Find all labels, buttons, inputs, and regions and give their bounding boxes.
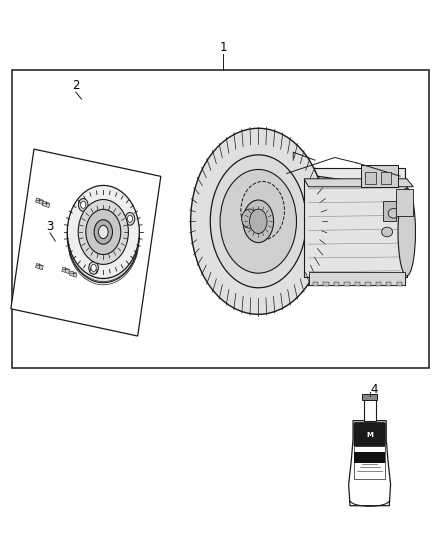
Ellipse shape — [243, 200, 274, 243]
Bar — [334, 282, 339, 286]
Bar — [12, 70, 428, 368]
Bar — [376, 282, 381, 286]
Text: 4: 4 — [370, 383, 378, 397]
Bar — [396, 189, 413, 216]
Bar — [365, 282, 371, 286]
Ellipse shape — [67, 185, 139, 278]
Ellipse shape — [241, 181, 285, 240]
FancyBboxPatch shape — [354, 422, 385, 447]
Ellipse shape — [94, 220, 113, 244]
Bar — [361, 165, 398, 187]
Bar — [69, 271, 77, 277]
Bar — [323, 282, 328, 286]
Ellipse shape — [89, 262, 99, 274]
Bar — [62, 267, 70, 273]
Text: 2: 2 — [72, 79, 80, 92]
Ellipse shape — [220, 169, 297, 273]
Ellipse shape — [81, 201, 86, 208]
Bar — [344, 282, 350, 286]
Bar — [362, 394, 378, 400]
Bar — [354, 446, 385, 479]
Bar — [35, 263, 43, 270]
Circle shape — [242, 209, 258, 228]
Ellipse shape — [388, 208, 399, 218]
Polygon shape — [304, 179, 413, 187]
Text: 1: 1 — [219, 41, 227, 54]
Ellipse shape — [210, 155, 306, 288]
Bar — [381, 172, 392, 184]
Bar — [354, 451, 385, 463]
Bar — [261, 168, 405, 285]
Bar — [365, 172, 376, 184]
Ellipse shape — [78, 198, 88, 211]
Polygon shape — [349, 421, 391, 506]
Bar — [42, 201, 50, 207]
Text: 3: 3 — [46, 220, 54, 233]
Bar — [304, 179, 407, 277]
Bar — [313, 282, 318, 286]
Bar — [397, 282, 402, 286]
Ellipse shape — [91, 264, 96, 271]
Bar — [383, 201, 396, 221]
Ellipse shape — [86, 209, 121, 255]
Bar — [386, 282, 392, 286]
Bar — [364, 399, 376, 421]
Bar — [35, 198, 43, 204]
Ellipse shape — [125, 213, 135, 225]
Ellipse shape — [99, 225, 108, 239]
Bar — [308, 272, 405, 285]
Polygon shape — [11, 149, 161, 336]
Ellipse shape — [78, 199, 128, 264]
Bar — [355, 282, 360, 286]
Ellipse shape — [127, 215, 133, 222]
Ellipse shape — [67, 190, 139, 282]
Text: M: M — [366, 432, 373, 438]
Ellipse shape — [191, 128, 326, 314]
Ellipse shape — [381, 227, 392, 237]
Ellipse shape — [398, 188, 416, 276]
Ellipse shape — [250, 209, 267, 233]
